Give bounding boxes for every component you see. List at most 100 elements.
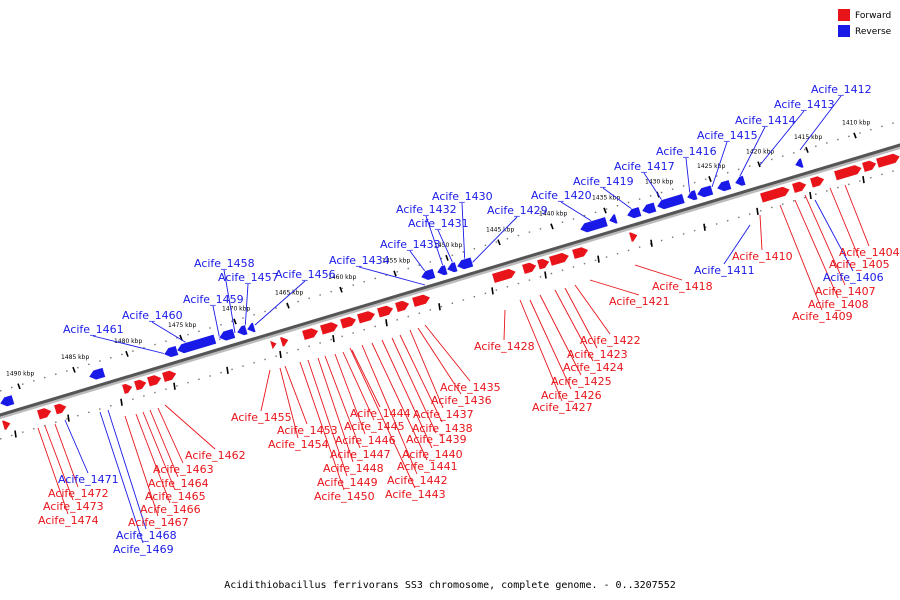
gene-leader-line bbox=[284, 365, 308, 425]
reverse-gene-arrow bbox=[176, 333, 217, 354]
minor-tick bbox=[173, 382, 176, 390]
reverse-gene-arrow bbox=[163, 345, 180, 358]
gene-leader-line bbox=[711, 141, 728, 188]
backbone-line bbox=[0, 143, 900, 417]
kbp-tick bbox=[17, 383, 21, 390]
lower-scale-rail bbox=[0, 168, 900, 440]
gene-leader-line bbox=[107, 409, 147, 530]
gene-label: Acife_1445 bbox=[344, 420, 405, 433]
gene-label: Acife_1467 bbox=[128, 516, 189, 529]
kbp-tick bbox=[125, 350, 129, 357]
gene-leader-line bbox=[334, 353, 366, 435]
gene-leader-line bbox=[371, 342, 428, 461]
gene-label: Acife_1430 bbox=[432, 190, 493, 203]
gene-leader-line bbox=[151, 321, 191, 346]
gene-leader-line bbox=[759, 214, 763, 251]
gene-leader-line bbox=[244, 283, 249, 331]
gene-leader-line bbox=[829, 187, 860, 259]
forward-gene-arrow bbox=[394, 300, 411, 313]
gene-leader-line bbox=[317, 357, 354, 463]
forward-gene-arrow bbox=[279, 336, 290, 348]
gene-leader-line bbox=[349, 347, 416, 489]
reverse-gene-arrow bbox=[626, 206, 643, 219]
forward-gene-arrow bbox=[53, 403, 68, 416]
gene-leader-line bbox=[358, 266, 426, 286]
gene-leader-line bbox=[437, 229, 456, 269]
gene-leader-line bbox=[124, 415, 159, 517]
gene-leader-line bbox=[37, 427, 69, 515]
gene-leader-line bbox=[342, 351, 375, 421]
gene-label: Acife_1439 bbox=[406, 433, 467, 446]
minor-tick bbox=[385, 319, 388, 327]
gene-label: Acife_1421 bbox=[609, 295, 670, 308]
legend-reverse-swatch bbox=[838, 25, 850, 37]
legend-reverse-label: Reverse bbox=[855, 27, 892, 37]
gene-label: Acife_1468 bbox=[116, 529, 177, 542]
gene-label: Acife_1407 bbox=[815, 285, 876, 298]
kbp-tick-label: 1425 kbp bbox=[697, 163, 725, 170]
gene-leader-line bbox=[424, 324, 471, 382]
gene-label: Acife_1424 bbox=[563, 361, 624, 374]
gene-leader-line bbox=[417, 327, 462, 395]
kbp-tick bbox=[757, 161, 761, 168]
gene-leader-line bbox=[99, 411, 144, 544]
forward-gene-arrow bbox=[121, 383, 134, 395]
gene-leader-line bbox=[351, 349, 381, 408]
gene-label: Acife_1455 bbox=[231, 411, 292, 424]
reverse-gene-arrow bbox=[608, 213, 619, 225]
minor-tick bbox=[67, 414, 70, 422]
gene-label: Acife_1438 bbox=[412, 422, 473, 435]
gene-leader-line bbox=[799, 95, 842, 151]
gene-label: Acife_1472 bbox=[48, 487, 109, 500]
gene-labels: Acife_1412 Acife_1413 Acife_1414 Acife_1415… bbox=[38, 83, 900, 556]
kbp-tick bbox=[603, 207, 607, 214]
gene-label: Acife_1458 bbox=[194, 257, 255, 270]
kbp-tick bbox=[339, 286, 343, 293]
gene-label: Acife_1441 bbox=[397, 460, 458, 473]
gene-label: Acife_1443 bbox=[385, 488, 446, 501]
gene-leader-line bbox=[554, 289, 594, 362]
kbp-tick-label: 1445 kbp bbox=[486, 226, 514, 233]
kbp-tick bbox=[853, 132, 857, 139]
gene-label: Acife_1433 bbox=[380, 238, 441, 251]
gene-leader-line bbox=[212, 305, 221, 341]
reverse-gene-arrow bbox=[420, 268, 437, 281]
kbp-tick bbox=[393, 270, 397, 277]
forward-gene-arrow bbox=[548, 252, 570, 267]
kbp-tick-label: 1415 kbp bbox=[794, 134, 822, 141]
reverse-gene-arrow bbox=[88, 367, 106, 381]
gene-leader-line bbox=[254, 280, 306, 326]
genome-backbone bbox=[0, 143, 900, 420]
forward-gene-arrow bbox=[133, 379, 148, 392]
gene-label: Acife_1448 bbox=[323, 462, 384, 475]
gene-label: Acife_1418 bbox=[652, 280, 713, 293]
gene-leader-line bbox=[149, 409, 179, 478]
reverse-gene-arrow bbox=[656, 193, 686, 210]
kbp-tick-label: 1485 kbp bbox=[61, 354, 89, 361]
gene-leader-line bbox=[469, 216, 518, 266]
gene-label: Acife_1435 bbox=[440, 381, 501, 394]
forward-gene-arrow bbox=[791, 181, 808, 194]
gene-leader-line bbox=[409, 329, 444, 409]
legend-forward-label: Forward bbox=[855, 11, 891, 21]
gene-arrows bbox=[0, 153, 900, 431]
gene-leader-line bbox=[157, 407, 184, 464]
kbp-tick bbox=[72, 366, 76, 373]
gene-label: Acife_1434 bbox=[329, 254, 390, 267]
gene-leader-line bbox=[814, 199, 854, 272]
minor-tick bbox=[438, 303, 441, 311]
reverse-gene-arrow bbox=[456, 256, 474, 270]
forward-gene-arrow bbox=[759, 186, 791, 204]
gene-leader-line bbox=[425, 215, 446, 273]
minor-tick bbox=[226, 366, 229, 375]
gene-leader-line bbox=[92, 335, 171, 356]
gene-label: Acife_1422 bbox=[580, 334, 641, 347]
gene-label: Acife_1410 bbox=[732, 250, 793, 263]
gene-label: Acife_1453 bbox=[277, 424, 338, 437]
kbp-tick-label: 1480 kbp bbox=[114, 338, 142, 345]
gene-label: Acife_1450 bbox=[314, 490, 375, 503]
minor-tick bbox=[756, 207, 759, 216]
kbp-tick-label: 1465 kbp bbox=[275, 290, 303, 297]
kbp-tick-label: 1440 kbp bbox=[539, 211, 567, 218]
